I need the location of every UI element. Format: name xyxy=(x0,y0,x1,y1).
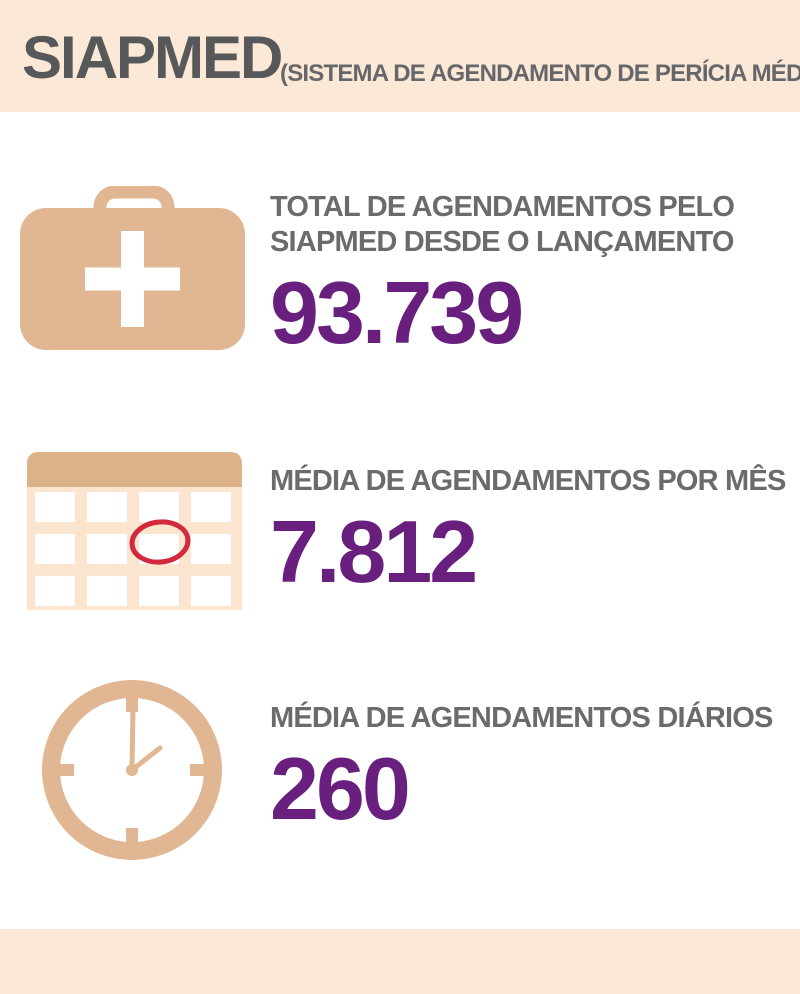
clock-hands xyxy=(129,704,163,773)
stat-daily-label-line1: MÉDIA DE AGENDAMENTOS DIÁRIOS xyxy=(270,702,773,734)
calendar-icon xyxy=(27,452,242,615)
stat-total-label-line2: SIAPMED DESDE O LANÇAMENTO xyxy=(270,226,734,258)
stat-monthly-label-line1: MÉDIA DE AGENDAMENTOS POR MÊS xyxy=(270,465,786,497)
stat-daily: MÉDIA DE AGENDAMENTOS DIÁRIOS 260 xyxy=(270,701,790,833)
clock-icon xyxy=(42,680,222,865)
stat-monthly: MÉDIA DE AGENDAMENTOS POR MÊS 7.812 xyxy=(270,464,790,596)
stat-monthly-value: 7.812 xyxy=(270,502,478,601)
header-band: SIAPMED (SISTEMA DE AGENDAMENTO DE PERÍC… xyxy=(0,0,800,112)
calendar-header xyxy=(27,452,242,487)
stat-total-value: 93.739 xyxy=(270,263,524,362)
stat-total: TOTAL DE AGENDAMENTOS PELO SIAPMED DESDE… xyxy=(270,190,790,357)
medical-bag-icon xyxy=(20,185,245,355)
stat-total-label-line1: TOTAL DE AGENDAMENTOS PELO xyxy=(270,191,735,223)
stat-monthly-label: MÉDIA DE AGENDAMENTOS POR MÊS xyxy=(270,464,790,499)
page-subtitle: (SISTEMA DE AGENDAMENTO DE PERÍCIA MÉDIC… xyxy=(280,60,800,87)
clock-center-dot xyxy=(126,764,138,776)
footer-band xyxy=(0,929,800,994)
red-circle-annotation xyxy=(129,519,191,565)
calendar-cells xyxy=(35,492,231,606)
stat-total-label: TOTAL DE AGENDAMENTOS PELO SIAPMED DESDE… xyxy=(270,190,790,260)
stat-daily-value: 260 xyxy=(270,739,411,838)
page-title: SIAPMED xyxy=(22,24,283,91)
stat-daily-label: MÉDIA DE AGENDAMENTOS DIÁRIOS xyxy=(270,701,790,736)
cross-icon xyxy=(85,231,180,327)
clock-ring xyxy=(42,680,222,860)
